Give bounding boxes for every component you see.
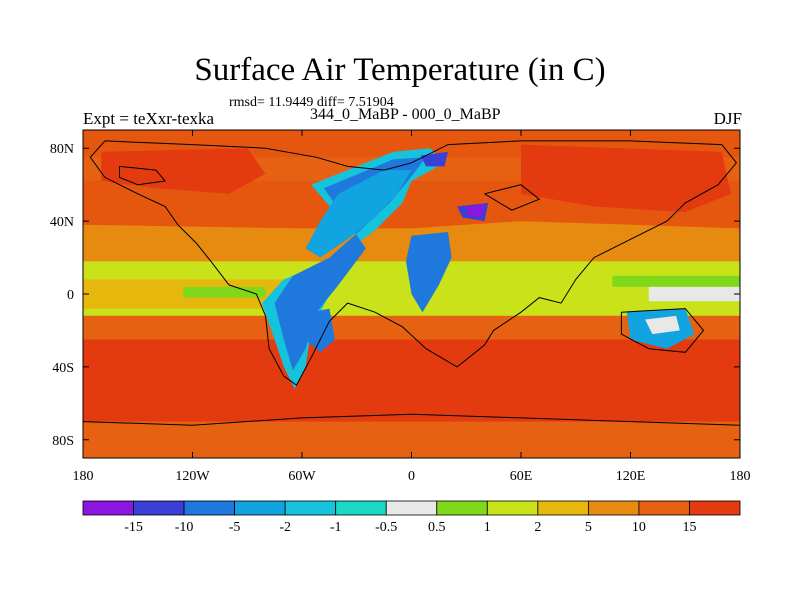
period-label: 344_0_MaBP - 000_0_MaBP: [310, 106, 501, 123]
coastline-0: [89, 140, 738, 386]
region-north-hot-asia: [521, 144, 731, 212]
colorbar-swatch: [486, 500, 539, 516]
coastline-4: [484, 184, 541, 211]
coastline-2: [83, 413, 740, 426]
region-pangea-central: [305, 170, 412, 258]
region-southern-hot: [83, 339, 740, 422]
region-north-very-cold: [420, 151, 448, 167]
region-southern-warm: [83, 315, 740, 340]
y-tick-label: 40S: [52, 361, 74, 376]
colorbar-label: 5: [585, 520, 592, 535]
season-label: DJF: [713, 109, 742, 128]
colorbar-label: -0.5: [375, 520, 397, 535]
region-australia-neutral: [645, 315, 680, 335]
coastline-3: [119, 165, 167, 186]
x-tick-label: 120W: [175, 469, 210, 484]
colorbar-swatch: [183, 500, 236, 516]
map-regions: [83, 144, 740, 458]
y-tick-label: 80S: [52, 434, 74, 449]
stats-label: rmsd= 11.9449 diff= 7.51904: [229, 95, 394, 110]
map-coastlines: [83, 140, 740, 426]
region-antarctic-warm: [83, 421, 740, 458]
colorbar-swatch: [234, 500, 286, 516]
x-tick-label: 120E: [616, 469, 646, 484]
y-tick-label: 40N: [50, 215, 74, 230]
colorbar-swatch: [638, 500, 690, 516]
region-equator-neutral-east: [648, 286, 740, 302]
colorbar-label: 10: [632, 520, 646, 535]
colorbar-swatch: [385, 500, 438, 516]
colorbar: -15 -10 -5 -2 -1 -0.5 0.5 1 2 5 10 15: [82, 500, 741, 535]
region-north-extreme-cold: [466, 204, 485, 218]
coastline-1: [620, 308, 705, 353]
colorbar-label: -10: [175, 520, 194, 535]
region-east-cold-patch: [406, 232, 452, 313]
colorbar-label: -1: [330, 520, 342, 535]
region-equator-green-west: [183, 286, 266, 298]
x-tick-label: 0: [408, 469, 415, 484]
colorbar-label: 0.5: [428, 520, 446, 535]
experiment-label: Expt = teXxr-texka: [83, 109, 215, 128]
colorbar-swatch: [335, 500, 387, 516]
colorbar-swatch: [284, 500, 337, 516]
axis-ticks: 180 120W 60W 0 60E 120E 180 80N 40N 0 40S 80S: [50, 130, 751, 484]
x-tick-label: 60W: [288, 469, 316, 484]
x-tick-label: 60E: [510, 469, 533, 484]
x-tick-label: 180: [73, 469, 94, 484]
colorbar-label: -5: [229, 520, 241, 535]
y-tick-label: 80N: [50, 142, 74, 157]
x-tick-label: 180: [730, 469, 751, 484]
chart-title: Surface Air Temperature (in C): [194, 52, 606, 88]
colorbar-swatch: [537, 500, 589, 516]
colorbar-label: -15: [124, 520, 143, 535]
region-africa-cold-spot: [305, 308, 335, 353]
region-north-hot-america: [101, 148, 266, 194]
region-equator-green-east: [612, 275, 740, 287]
colorbar-swatch: [133, 500, 185, 516]
y-tick-label: 0: [67, 288, 74, 303]
colorbar-label: 2: [534, 520, 541, 535]
colorbar-label: 15: [682, 520, 696, 535]
colorbar-swatch: [82, 500, 134, 516]
colorbar-label: 1: [484, 520, 491, 535]
colorbar-swatch: [587, 500, 640, 516]
colorbar-label: -2: [279, 520, 291, 535]
colorbar-swatch: [689, 500, 741, 516]
colorbar-swatch: [436, 500, 488, 516]
